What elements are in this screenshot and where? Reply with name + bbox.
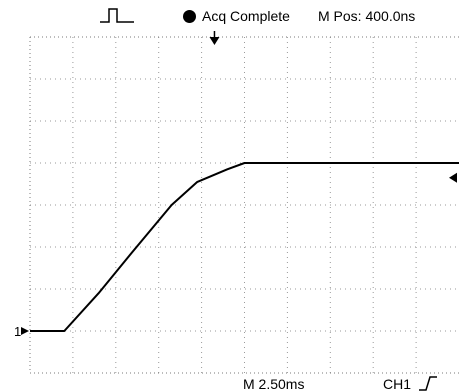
graticule	[30, 37, 459, 373]
ground-arrow-icon	[21, 327, 29, 335]
down-arrow-icon	[209, 37, 220, 45]
channel-ground-marker: 1	[14, 324, 21, 339]
frame-border	[29, 36, 459, 374]
acq-status-indicator	[183, 10, 196, 23]
channel-label: CH1	[383, 376, 412, 392]
markers: 1	[14, 31, 457, 339]
rising-edge-icon	[419, 376, 437, 391]
acq-status-label: Acq Complete	[202, 8, 290, 24]
timebase-label: M 2.50ms	[243, 376, 305, 392]
waveform-line	[30, 162, 459, 332]
display-frame	[29, 36, 459, 374]
status-bar: Acq Complete M Pos: 400.0ns	[0, 0, 459, 30]
horizontal-position-label: M Pos: 400.0ns	[318, 8, 416, 24]
pulse-trigger-icon	[100, 8, 134, 23]
left-arrow-icon	[449, 172, 457, 183]
waveform-trace	[30, 162, 459, 332]
